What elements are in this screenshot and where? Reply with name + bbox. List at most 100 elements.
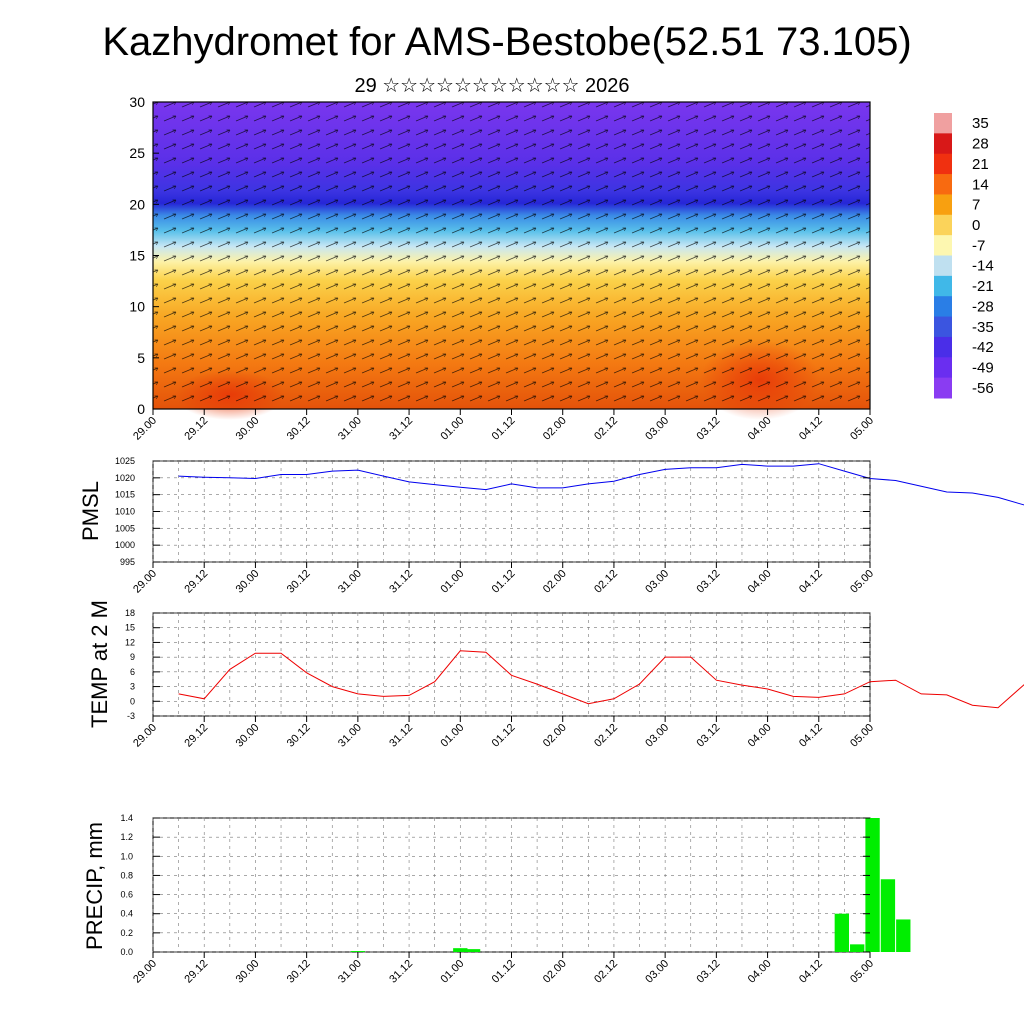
y-tick-label: 0.4 xyxy=(120,909,133,919)
y-tick-label: 0.8 xyxy=(120,870,133,880)
y-tick-label: 1020 xyxy=(115,473,135,483)
x-tick-label: 30.12 xyxy=(285,568,313,596)
colorbar-swatch xyxy=(934,275,952,297)
y-tick-label: 15 xyxy=(125,623,135,633)
x-tick-label: 04.00 xyxy=(746,568,774,596)
x-tick-label: 30.12 xyxy=(285,415,313,443)
x-tick-label: 04.12 xyxy=(797,415,825,443)
x-tick-label: 05.00 xyxy=(848,958,876,986)
x-tick-label: 05.00 xyxy=(848,722,876,750)
x-tick-label: 03.12 xyxy=(695,568,723,596)
precip-bar xyxy=(350,951,366,952)
colorbar-swatch xyxy=(934,174,952,195)
x-tick-label: 01.00 xyxy=(438,568,466,596)
colorbar-swatch xyxy=(934,357,952,379)
x-tick-label: 03.00 xyxy=(643,722,671,750)
colorbar-label: 7 xyxy=(972,197,980,214)
x-tick-label: 31.12 xyxy=(387,568,415,596)
y-tick-label: 15 xyxy=(129,248,145,264)
y-tick-label: 20 xyxy=(129,196,145,212)
x-tick-label: 03.00 xyxy=(643,415,671,443)
x-tick-label: 03.00 xyxy=(643,568,671,596)
y-tick-label: 10 xyxy=(129,299,145,315)
y-tick-label: 1000 xyxy=(115,540,135,550)
x-tick-label: 31.12 xyxy=(387,415,415,443)
y-tick-label: 1.2 xyxy=(120,832,133,842)
x-tick-label: 02.12 xyxy=(592,722,620,750)
y-tick-label: 1025 xyxy=(115,456,135,466)
x-tick-label: 01.00 xyxy=(438,958,466,986)
y-tick-label: 5 xyxy=(137,350,145,366)
x-tick-label: 29.12 xyxy=(182,568,210,596)
x-tick-label: 31.12 xyxy=(387,722,415,750)
y-tick-label: 30 xyxy=(129,94,145,110)
y-tick-label: 12 xyxy=(125,637,135,647)
colorbar-label: -7 xyxy=(972,237,985,254)
colorbar-swatch xyxy=(934,133,952,155)
x-tick-label: 04.12 xyxy=(797,568,825,596)
x-tick-label: 30.12 xyxy=(285,722,313,750)
precip-bar xyxy=(834,913,850,952)
x-tick-label: 02.00 xyxy=(541,568,569,596)
colorbar-swatch xyxy=(934,377,952,399)
x-tick-label: 02.12 xyxy=(592,415,620,443)
precip-bar xyxy=(465,949,481,952)
x-tick-label: 02.12 xyxy=(592,958,620,986)
x-tick-label: 01.00 xyxy=(438,415,466,443)
colorbar-swatch xyxy=(934,316,952,338)
precip-bar xyxy=(453,948,468,952)
y-tick-label: 0 xyxy=(137,401,145,417)
pmsl-panel: 995 1000 1005 1010 1015 1020 1025 29.00 29.12 30.… xyxy=(78,456,1024,596)
precip-panel: 0.0 0.2 0.4 0.6 0.8 1.0 1.2 1.4 29.00 29.12 30.00 3… xyxy=(82,813,911,986)
colorbar-swatch xyxy=(934,235,952,256)
colorbar-swatch xyxy=(934,255,952,277)
pmsl-series-line xyxy=(178,463,1024,506)
colorbar-label: -28 xyxy=(972,298,994,315)
colorbar: 35 28 21 14 7 0 -7 -14 -21 -28 -35 -42 -49 -56 xyxy=(934,113,994,399)
colorbar-label: 21 xyxy=(972,156,989,173)
x-tick-label: 04.12 xyxy=(797,722,825,750)
colorbar-label: -21 xyxy=(972,278,994,295)
x-tick-label: 31.12 xyxy=(387,958,415,986)
y-tick-label: 1.0 xyxy=(120,851,133,861)
x-tick-label: 02.00 xyxy=(541,722,569,750)
x-tick-label: 01.00 xyxy=(438,722,466,750)
colorbar-swatch xyxy=(934,194,952,216)
x-tick-label: 31.00 xyxy=(336,722,364,750)
colorbar-label: -42 xyxy=(972,339,994,356)
y-tick-label: 0.0 xyxy=(120,947,133,957)
y-tick-label: 9 xyxy=(130,652,135,662)
colorbar-label: 14 xyxy=(972,176,989,193)
precip-y-label: PRECIP, mm xyxy=(82,822,107,950)
x-tick-label: 02.12 xyxy=(592,568,620,596)
colorbar-label: -49 xyxy=(972,359,994,376)
figure-subtitle: 29 ☆☆☆☆☆☆☆☆☆☆☆ 2026 xyxy=(354,75,629,97)
figure-title: Kazhydromet for AMS-Bestobe(52.51 73.105… xyxy=(102,20,911,64)
x-tick-label: 04.00 xyxy=(746,958,774,986)
temp-panel: -3 0 3 6 9 12 15 18 29.00 29.12 30.00 30.12 31.00 31.… xyxy=(87,600,1024,750)
x-tick-label: 03.12 xyxy=(695,958,723,986)
x-tick-label: 29.00 xyxy=(131,722,159,750)
x-tick-label: 03.12 xyxy=(695,415,723,443)
precip-bars xyxy=(350,818,911,952)
y-tick-label: 995 xyxy=(120,557,135,567)
precip-bar xyxy=(850,944,865,952)
colorbar-swatch xyxy=(934,336,952,358)
x-tick-label: 05.00 xyxy=(848,568,876,596)
precip-bar xyxy=(880,879,896,952)
pmsl-y-label: PMSL xyxy=(78,481,103,541)
colorbar-label: -35 xyxy=(972,319,994,336)
y-tick-label: 18 xyxy=(125,608,135,618)
x-tick-label: 30.00 xyxy=(234,958,262,986)
x-tick-label: 03.00 xyxy=(643,958,671,986)
colorbar-swatch xyxy=(934,153,952,175)
y-tick-label: 0.2 xyxy=(120,928,133,938)
y-tick-label: 3 xyxy=(130,682,135,692)
x-tick-label: 31.00 xyxy=(336,568,364,596)
wind-vector-overlay xyxy=(153,102,870,409)
x-tick-label: 29.12 xyxy=(182,722,210,750)
y-tick-label: 0.6 xyxy=(120,890,133,900)
y-tick-label: 6 xyxy=(130,667,135,677)
